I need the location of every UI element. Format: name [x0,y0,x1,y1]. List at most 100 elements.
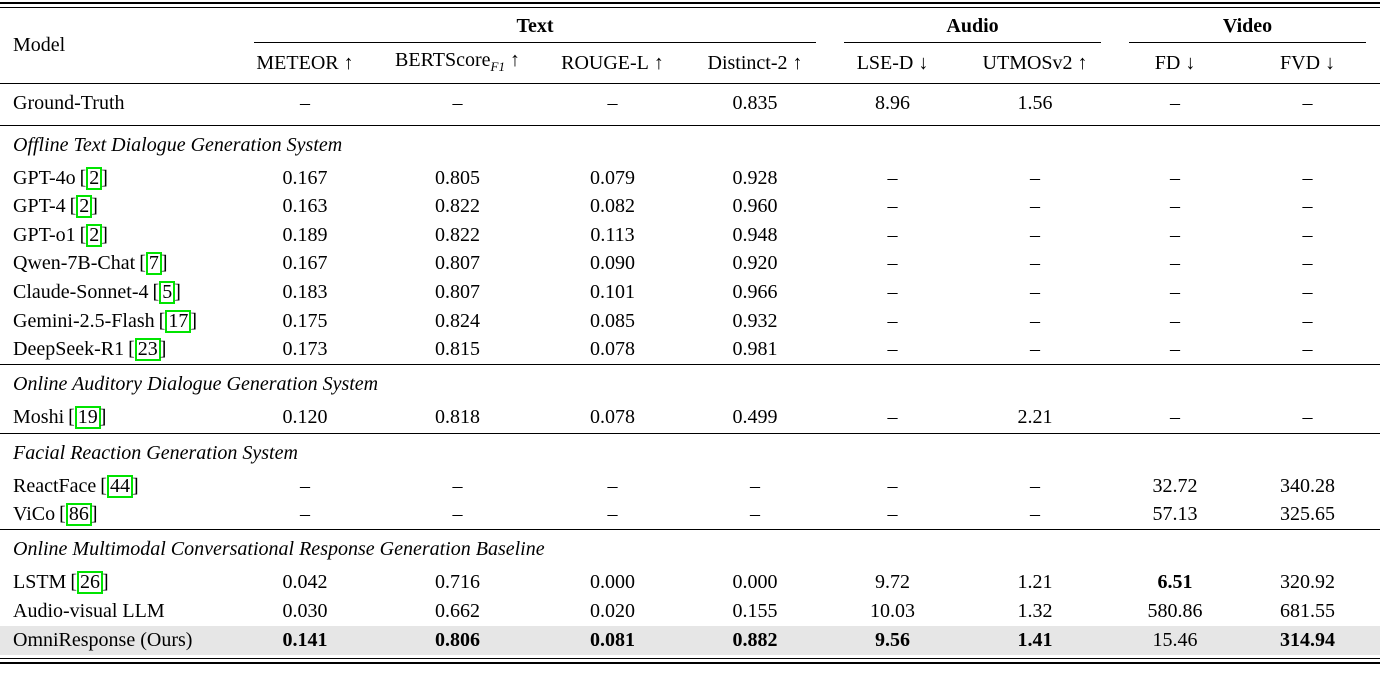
value-cell: – [1170,406,1181,429]
citation-number: 26 [77,571,104,595]
table-top-rule [0,2,1380,8]
value-cell: 57.13 [1152,503,1198,526]
value-cell-best: 0.081 [545,626,680,655]
value-cell: 0.960 [732,195,778,218]
table-row-deepseek-r1: DeepSeek-R1[23] 0.173 0.815 0.078 0.981 … [0,336,1380,365]
section-row-baseline: Online Multimodal Conversational Respons… [0,529,1380,569]
value-cell: 15.46 [1115,626,1236,655]
text-group-underline: Text [254,15,817,43]
value-cell: 0.805 [435,166,480,189]
model-name: Qwen-7B-Chat [13,252,136,275]
column-header-distinct-2: Distinct-2 ↑ [680,44,830,84]
model-name: GPT-o1 [13,223,76,246]
model-name-cell: GPT-4o[2] [0,164,240,193]
value-cell: 10.03 [870,600,916,622]
citation-close-bracket: ] [101,223,108,246]
value-cell: – [887,223,898,246]
citation-close-bracket: ] [90,503,98,526]
value-cell: – [1170,166,1181,189]
value-cell: 0.183 [282,281,328,304]
metric-label: FVD [1280,52,1321,74]
value-cell: 0.167 [282,166,328,189]
column-group-text: Text [240,8,830,44]
citation-link[interactable]: [44] [100,474,139,498]
model-name-cell: LSTM[26] [0,569,240,598]
value-cell: – [1302,223,1313,246]
citation-link[interactable]: [7] [139,252,168,276]
section-header-baseline: Online Multimodal Conversational Respons… [0,529,1380,569]
section-row-facial: Facial Reaction Generation System [0,432,1380,473]
citation-close-bracket: ] [91,195,98,218]
table-bottom-rule [0,657,1380,664]
down-arrow-icon: ↓ [1185,52,1196,74]
model-name-cell: GPT-o1[2] [0,221,240,250]
table-row-claude-sonnet-4: Claude-Sonnet-4[5] 0.183 0.807 0.101 0.9… [0,279,1380,308]
video-group-underline: Video [1129,15,1367,43]
up-arrow-icon: ↑ [343,52,354,74]
metric-label: LSE-D [856,52,914,74]
citation-open-bracket: [ [79,166,87,189]
citation-link[interactable]: [2] [80,223,108,247]
citation-link[interactable]: [23] [128,338,166,362]
citation-link[interactable]: [26] [70,571,109,595]
model-name-cell: OmniResponse (Ours) [0,626,240,655]
value-cell: 0.078 [590,338,635,361]
citation-link[interactable]: [2] [70,195,98,219]
value-cell: – [1170,195,1181,218]
value-cell: 0.120 [282,406,328,429]
section-row-offline: Offline Text Dialogue Generation System [0,124,1380,165]
value-cell: 0.499 [732,406,778,429]
citation-link[interactable]: [5] [153,281,181,305]
table-row-gemini-2-5-flash: Gemini-2.5-Flash[17] 0.175 0.824 0.085 0… [0,307,1380,336]
value-cell: 1.21 [1017,571,1053,594]
value-cell: – [1030,195,1041,218]
citation-number: 23 [134,338,161,362]
citation-link[interactable]: [2] [79,166,108,190]
value-cell: 0.928 [732,166,778,189]
value-cell: 9.72 [875,571,911,594]
value-cell: 0.822 [435,223,480,246]
citation-open-bracket: [ [158,309,166,332]
metric-label: FD [1154,52,1181,74]
model-name: DeepSeek-R1 [13,338,125,361]
table-row-vico: ViCo[86] – – – – – – 57.13 325.65 [0,501,1380,530]
model-name: ReactFace [13,474,97,497]
value-cell: 0.155 [732,600,778,622]
model-name-cell: Gemini-2.5-Flash[17] [0,307,240,336]
model-name-cell: DeepSeek-R1[23] [0,336,240,365]
metric-label: Distinct-2 [707,52,788,74]
value-cell: – [607,503,618,526]
value-cell: 0.085 [590,309,635,332]
value-cell: 0.815 [435,338,480,361]
value-cell: 0.175 [282,309,328,332]
citation-link[interactable]: [17] [158,309,197,333]
citation-link[interactable]: [19] [68,406,106,430]
value-cell: 0.020 [590,600,635,622]
value-cell: – [1170,92,1181,114]
column-header-lse-d: LSE-D ↓ [830,44,955,84]
value-cell: – [887,406,898,429]
value-cell: 0.000 [590,571,635,594]
value-cell: 1.32 [1017,600,1053,622]
table-row-gpt-o1: GPT-o1[2] 0.189 0.822 0.113 0.948 – – – … [0,221,1380,250]
value-cell-best: 314.94 [1235,626,1380,655]
model-name-cell: Ground-Truth [0,84,240,126]
citation-close-bracket: ] [101,166,108,189]
model-name: ViCo [13,503,56,526]
value-cell: 0.716 [435,571,480,594]
model-name: Claude-Sonnet-4 [13,281,149,304]
value-cell: – [452,92,463,114]
table-row-omniresponse-highlighted: OmniResponse (Ours) 0.141 0.806 0.081 0.… [0,626,1380,655]
value-cell: – [887,281,898,304]
group-label-video: Video [1222,15,1273,37]
value-cell: 0.079 [590,166,635,189]
table-row-gpt-4o: GPT-4o[2] 0.167 0.805 0.079 0.928 – – – … [0,164,1380,193]
model-name: GPT-4 [13,195,66,218]
section-header-facial: Facial Reaction Generation System [0,432,1380,473]
value-cell: – [887,195,898,218]
audio-group-underline: Audio [844,15,1102,43]
value-cell: 320.92 [1280,571,1336,594]
value-cell: – [607,474,618,497]
citation-link[interactable]: [86] [59,503,98,527]
